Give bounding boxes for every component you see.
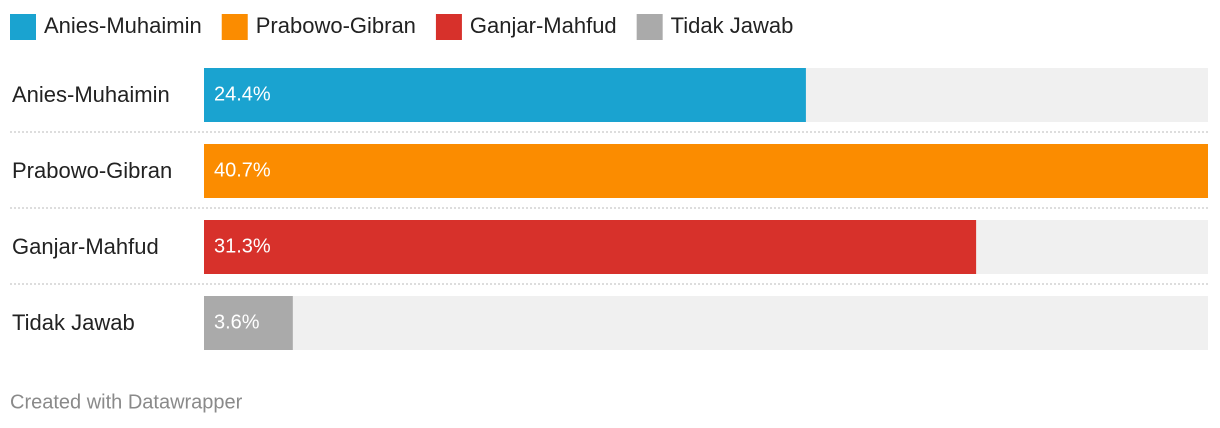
category-label: Ganjar-Mahfud [12,234,159,259]
value-label: 31.3% [214,235,271,257]
bar [204,296,293,350]
legend-swatch [636,14,663,40]
bar [204,220,977,274]
category-label: Anies-Muhaimin [12,82,170,107]
category-label: Prabowo-Gibran [12,158,172,183]
bar-track [204,296,1208,350]
value-label: 24.4% [214,83,271,105]
legend-swatch [435,14,462,40]
legend-label: Prabowo-Gibran [256,13,416,38]
legend-swatch [10,14,36,40]
legend-label: Anies-Muhaimin [44,13,202,38]
bar [204,144,1208,198]
value-label: 40.7% [214,159,271,181]
legend-label: Tidak Jawab [671,13,794,38]
legend-label: Ganjar-Mahfud [470,13,617,38]
credit: Created with Datawrapper [10,391,243,413]
bar [204,68,806,122]
value-label: 3.6% [214,311,260,333]
legend-swatch [221,14,248,40]
category-label: Tidak Jawab [12,310,135,335]
